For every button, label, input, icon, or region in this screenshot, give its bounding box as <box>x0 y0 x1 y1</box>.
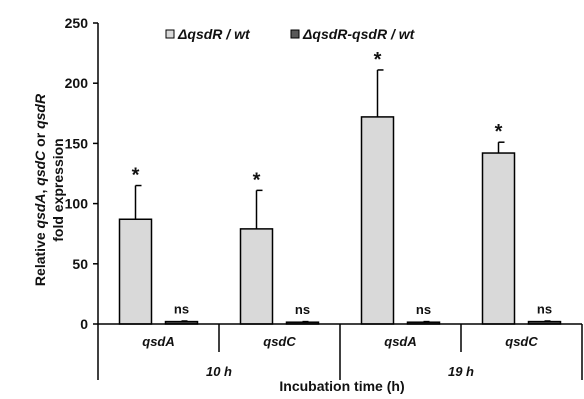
x-category-label: qsdC <box>505 334 538 349</box>
y-axis-title-part: , <box>32 186 48 194</box>
x-axis: qsdA qsdC qsdA qsdC 10 h 19 h <box>97 323 583 380</box>
y-axis-title-part: qsdR <box>32 93 48 129</box>
y-axis-title-part: qsdA <box>32 193 48 228</box>
y-axis-title-line2: fold expression <box>50 138 66 241</box>
y-axis-title-part: Relative <box>32 228 48 286</box>
legend-label: ΔqsdR-qsdR / wt <box>302 26 416 42</box>
bar <box>239 228 274 325</box>
y-tick-label: 0 <box>80 316 88 332</box>
y-axis: 0 50 100 150 200 250 <box>65 15 99 332</box>
y-tick-label: 200 <box>65 75 89 91</box>
bar <box>118 218 153 325</box>
significance-label: ns <box>295 302 310 317</box>
x-group-label: 10 h <box>206 364 232 379</box>
significance-label: * <box>495 121 503 143</box>
y-tick-label: 250 <box>65 15 89 31</box>
y-axis-title: Relative qsdA, qsdC or qsdR <box>32 93 48 286</box>
y-axis-title-part: qsdC <box>32 150 48 186</box>
bars: * * * * ns ns ns ns <box>118 49 562 325</box>
significance-label: ns <box>537 302 552 317</box>
legend-swatch <box>165 29 175 39</box>
bar <box>481 152 516 325</box>
significance-label: * <box>253 169 261 191</box>
significance-label: ns <box>416 302 431 317</box>
y-axis-title-part: or <box>32 129 48 151</box>
significance-label: * <box>374 49 382 71</box>
y-tick-label: 50 <box>72 256 88 272</box>
x-category-label: qsdA <box>142 334 175 349</box>
significance-label: * <box>132 165 140 187</box>
x-axis-title: Incubation time (h) <box>279 378 404 394</box>
x-group-label: 19 h <box>448 364 474 379</box>
legend-label: ΔqsdR / wt <box>177 26 251 42</box>
legend-swatch <box>290 29 300 39</box>
y-tick-label: 150 <box>65 135 89 151</box>
x-category-label: qsdC <box>263 334 296 349</box>
significance-label: ns <box>174 302 189 317</box>
y-tick-label: 100 <box>65 196 89 212</box>
legend: ΔqsdR / wt ΔqsdR-qsdR / wt <box>165 26 416 42</box>
x-category-label: qsdA <box>384 334 417 349</box>
bar <box>360 116 395 325</box>
